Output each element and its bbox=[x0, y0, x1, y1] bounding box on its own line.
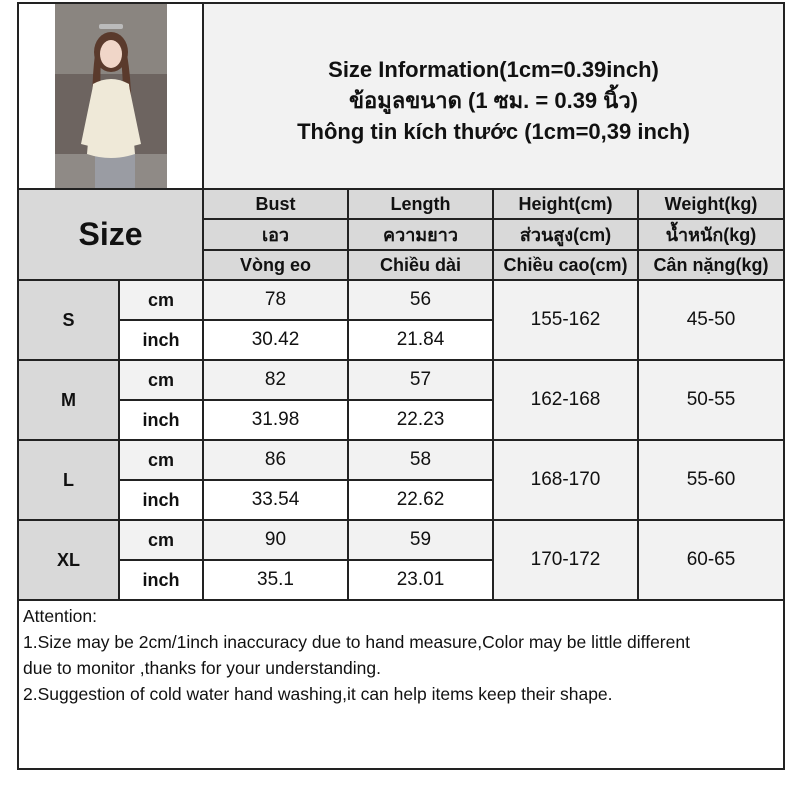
unit-label-cm: cm bbox=[118, 439, 204, 481]
unit-label-cm: cm bbox=[118, 359, 204, 401]
bust-cm: 86 bbox=[202, 439, 349, 481]
bust-inch: 31.98 bbox=[202, 399, 349, 441]
size-label: S bbox=[17, 279, 120, 361]
height-range: 170-172 bbox=[492, 519, 639, 601]
col-header-height-th: ส่วนสูง(cm) bbox=[492, 218, 639, 251]
title-th: ข้อมูลขนาด (1 ซม. = 0.39 นิ้ว) bbox=[348, 87, 638, 113]
col-header-weight-en: Weight(kg) bbox=[637, 188, 785, 220]
size-info-title: Size Information(1cm=0.39inch) ข้อมูลขนา… bbox=[202, 2, 785, 190]
attention-note: Attention: 1.Size may be 2cm/1inch inacc… bbox=[17, 599, 785, 770]
unit-label-inch: inch bbox=[118, 319, 204, 361]
length-inch: 22.23 bbox=[347, 399, 494, 441]
size-row-cm: XL cm 90 59 170-172 60-65 bbox=[17, 519, 785, 601]
size-label: L bbox=[17, 439, 120, 521]
length-inch: 23.01 bbox=[347, 559, 494, 601]
height-range: 155-162 bbox=[492, 279, 639, 361]
title-en: Size Information(1cm=0.39inch) bbox=[328, 56, 659, 82]
size-row-cm: L cm 86 58 168-170 55-60 bbox=[17, 439, 785, 521]
length-cm: 57 bbox=[347, 359, 494, 401]
bust-cm: 82 bbox=[202, 359, 349, 401]
unit-label-cm: cm bbox=[118, 279, 204, 321]
length-cm: 58 bbox=[347, 439, 494, 481]
length-cm: 59 bbox=[347, 519, 494, 561]
bust-inch: 30.42 bbox=[202, 319, 349, 361]
size-row-inch: inch 31.98 22.23 bbox=[18, 399, 784, 441]
unit-label-inch: inch bbox=[118, 399, 204, 441]
size-row-cm: M cm 82 57 162-168 50-55 bbox=[17, 359, 785, 441]
col-header-length-vi: Chiều dài bbox=[347, 249, 494, 281]
length-cm: 56 bbox=[347, 279, 494, 321]
col-header-weight-vi: Cân nặng(kg) bbox=[637, 249, 785, 281]
unit-label-inch: inch bbox=[118, 479, 204, 521]
height-range: 162-168 bbox=[492, 359, 639, 441]
weight-range: 45-50 bbox=[637, 279, 785, 361]
col-header-length-th: ความยาว bbox=[347, 218, 494, 251]
col-header-bust-en: Bust bbox=[202, 188, 349, 220]
size-row-inch: inch 30.42 21.84 bbox=[18, 319, 784, 361]
bust-cm: 78 bbox=[202, 279, 349, 321]
bust-inch: 35.1 bbox=[202, 559, 349, 601]
attention-heading: Attention: bbox=[23, 606, 97, 626]
size-label: XL bbox=[17, 519, 120, 601]
size-header: Size bbox=[17, 188, 204, 281]
title-vi: Thông tin kích thước (1cm=0,39 inch) bbox=[297, 118, 690, 144]
weight-range: 50-55 bbox=[637, 359, 785, 441]
attention-line: due to monitor ,thanks for your understa… bbox=[23, 658, 381, 678]
length-inch: 21.84 bbox=[347, 319, 494, 361]
weight-range: 55-60 bbox=[637, 439, 785, 521]
size-row-inch: inch 33.54 22.62 bbox=[18, 479, 784, 521]
col-header-bust-vi: Vòng eo bbox=[202, 249, 349, 281]
height-range: 168-170 bbox=[492, 439, 639, 521]
col-header-weight-th: น้ำหนัก(kg) bbox=[637, 218, 785, 251]
col-header-height-vi: Chiều cao(cm) bbox=[492, 249, 639, 281]
unit-label-cm: cm bbox=[118, 519, 204, 561]
col-header-length-en: Length bbox=[347, 188, 494, 220]
product-photo bbox=[54, 5, 167, 187]
col-header-height-en: Height(cm) bbox=[492, 188, 639, 220]
bust-cm: 90 bbox=[202, 519, 349, 561]
size-row-inch: inch 35.1 23.01 bbox=[18, 559, 784, 601]
size-label: M bbox=[17, 359, 120, 441]
size-row-cm: S cm 78 56 155-162 45-50 bbox=[17, 279, 785, 361]
length-inch: 22.62 bbox=[347, 479, 494, 521]
bust-inch: 33.54 bbox=[202, 479, 349, 521]
col-header-bust-th: เอว bbox=[202, 218, 349, 251]
unit-label-inch: inch bbox=[118, 559, 204, 601]
attention-line: 1.Size may be 2cm/1inch inaccuracy due t… bbox=[23, 632, 690, 652]
product-photo-cell bbox=[17, 2, 204, 190]
size-chart-table: Size Information(1cm=0.39inch) ข้อมูลขนา… bbox=[17, 2, 785, 770]
weight-range: 60-65 bbox=[637, 519, 785, 601]
attention-line: 2.Suggestion of cold water hand washing,… bbox=[23, 684, 613, 704]
